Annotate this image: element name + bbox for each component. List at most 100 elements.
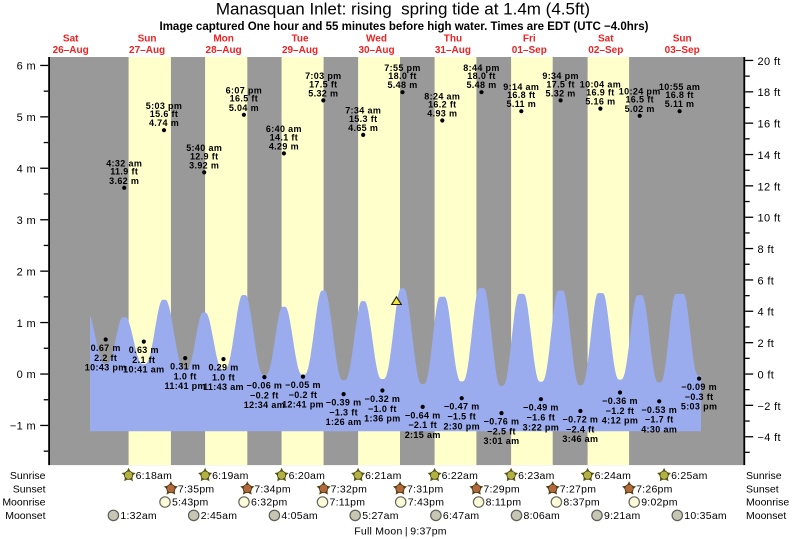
svg-text:Tue: Tue [291, 34, 308, 45]
svg-text:5.48 m: 5.48 m [387, 80, 417, 90]
svg-text:Mon: Mon [213, 34, 234, 45]
svg-text:6:47am: 6:47am [443, 510, 480, 522]
svg-text:−4 ft: −4 ft [758, 432, 781, 444]
svg-text:Sun: Sun [673, 34, 692, 45]
svg-text:12:34 am: 12:34 am [244, 400, 285, 410]
svg-text:4:05am: 4:05am [281, 510, 318, 522]
svg-text:10:24 pm: 10:24 pm [619, 87, 661, 97]
svg-text:−0.47 m: −0.47 m [444, 402, 480, 412]
svg-text:Thu: Thu [444, 34, 462, 45]
svg-text:−1.6 ft: −1.6 ft [527, 413, 556, 423]
svg-text:−0.2 ft: −0.2 ft [250, 390, 279, 400]
svg-text:8 ft: 8 ft [758, 244, 775, 256]
svg-text:14.1 ft: 14.1 ft [270, 132, 298, 142]
svg-text:18.0 ft: 18.0 ft [467, 71, 495, 81]
svg-text:6:32pm: 6:32pm [251, 497, 288, 509]
svg-text:6:25am: 6:25am [671, 470, 708, 482]
svg-text:−1.5 ft: −1.5 ft [447, 412, 476, 422]
svg-text:Sat: Sat [63, 34, 79, 45]
svg-text:3 m: 3 m [17, 215, 36, 227]
svg-text:11:41 pm: 11:41 pm [165, 381, 206, 391]
svg-text:5.11 m: 5.11 m [506, 99, 536, 109]
svg-text:16.8 ft: 16.8 ft [507, 90, 535, 100]
svg-text:3.92 m: 3.92 m [189, 160, 219, 170]
svg-text:9:02pm: 9:02pm [641, 497, 678, 509]
svg-text:Sun: Sun [138, 34, 157, 45]
svg-text:12.9 ft: 12.9 ft [190, 151, 218, 161]
svg-text:Image captured One hour and 55: Image captured One hour and 55 minutes b… [160, 21, 649, 33]
svg-text:10:41 am: 10:41 am [123, 365, 164, 375]
svg-text:8:06am: 8:06am [524, 510, 561, 522]
svg-text:6:07 pm: 6:07 pm [226, 86, 262, 96]
svg-text:15.3 ft: 15.3 ft [349, 114, 377, 124]
svg-text:7:34pm: 7:34pm [254, 483, 291, 495]
svg-text:2:30 pm: 2:30 pm [443, 421, 479, 431]
svg-text:4:32 am: 4:32 am [106, 159, 142, 169]
svg-text:4.29 m: 4.29 m [269, 141, 299, 151]
svg-text:−0.39 m: −0.39 m [326, 398, 362, 408]
svg-text:8:11pm: 8:11pm [486, 497, 522, 509]
svg-text:−0.64 m: −0.64 m [405, 410, 441, 420]
svg-text:−0.3 ft: −0.3 ft [685, 392, 714, 402]
svg-text:10 ft: 10 ft [758, 213, 781, 225]
svg-text:7:31pm: 7:31pm [407, 483, 444, 495]
svg-text:−0.53 m: −0.53 m [641, 405, 677, 415]
svg-text:1:32am: 1:32am [120, 510, 157, 522]
svg-text:Sunset: Sunset [13, 483, 46, 495]
svg-text:11:43 am: 11:43 am [203, 382, 244, 392]
svg-text:4.65 m: 4.65 m [348, 123, 378, 133]
svg-text:2.1 ft: 2.1 ft [132, 355, 155, 365]
svg-text:4 ft: 4 ft [758, 307, 775, 319]
svg-text:Fri: Fri [523, 34, 536, 45]
svg-text:3:46 am: 3:46 am [562, 434, 598, 444]
svg-text:−2.4 ft: −2.4 ft [566, 424, 595, 434]
svg-text:−0.06 m: −0.06 m [247, 381, 283, 391]
svg-text:9:21am: 9:21am [604, 510, 641, 522]
svg-text:10:04 am: 10:04 am [580, 79, 621, 89]
svg-text:16.9 ft: 16.9 ft [586, 88, 614, 98]
svg-text:5 m: 5 m [17, 112, 36, 124]
svg-text:7:26pm: 7:26pm [636, 483, 673, 495]
svg-text:02–Sep: 02–Sep [588, 45, 623, 56]
svg-text:6 m: 6 m [17, 61, 36, 73]
svg-text:−1.2 ft: −1.2 ft [606, 406, 635, 416]
svg-text:6:22am: 6:22am [442, 470, 479, 482]
svg-text:6:40 am: 6:40 am [266, 124, 302, 134]
svg-text:3:22 pm: 3:22 pm [523, 422, 559, 432]
svg-text:0.67 m: 0.67 m [91, 343, 121, 353]
svg-text:6 ft: 6 ft [758, 275, 775, 287]
svg-text:8:24 am: 8:24 am [424, 91, 460, 101]
svg-text:26–Aug: 26–Aug [53, 45, 89, 56]
svg-text:15.6 ft: 15.6 ft [150, 109, 178, 119]
svg-text:7:11pm: 7:11pm [330, 497, 366, 509]
svg-text:5.04 m: 5.04 m [229, 103, 259, 113]
svg-text:−0.2 ft: −0.2 ft [289, 390, 318, 400]
svg-text:31–Aug: 31–Aug [435, 45, 471, 56]
svg-text:14 ft: 14 ft [758, 150, 781, 162]
svg-text:18.0 ft: 18.0 ft [388, 71, 416, 81]
svg-text:1 m: 1 m [17, 318, 36, 330]
svg-text:8:37pm: 8:37pm [563, 497, 600, 509]
svg-text:3:01 am: 3:01 am [484, 436, 520, 446]
svg-text:−2.1 ft: −2.1 ft [408, 420, 437, 430]
svg-text:5.16 m: 5.16 m [585, 97, 615, 107]
svg-text:Moonset: Moonset [5, 510, 45, 522]
svg-text:1.0 ft: 1.0 ft [212, 372, 235, 382]
svg-text:30–Aug: 30–Aug [358, 45, 394, 56]
svg-text:5.32 m: 5.32 m [546, 88, 576, 98]
svg-text:4:30 am: 4:30 am [641, 424, 677, 434]
svg-text:Moonrise: Moonrise [2, 497, 45, 509]
svg-text:9:34 pm: 9:34 pm [542, 71, 578, 81]
svg-text:−2 ft: −2 ft [758, 401, 781, 413]
svg-text:6:23am: 6:23am [518, 470, 555, 482]
svg-text:12:41 pm: 12:41 pm [282, 400, 324, 410]
svg-text:10:43 pm: 10:43 pm [85, 363, 127, 373]
svg-text:18 ft: 18 ft [758, 87, 781, 99]
svg-text:Sunset: Sunset [746, 483, 779, 495]
svg-text:5:40 am: 5:40 am [186, 143, 222, 153]
svg-text:−1.7 ft: −1.7 ft [645, 415, 674, 425]
svg-text:0 m: 0 m [17, 369, 36, 381]
svg-text:4 m: 4 m [17, 164, 36, 176]
svg-text:7:27pm: 7:27pm [560, 483, 597, 495]
svg-text:4.74 m: 4.74 m [149, 118, 179, 128]
